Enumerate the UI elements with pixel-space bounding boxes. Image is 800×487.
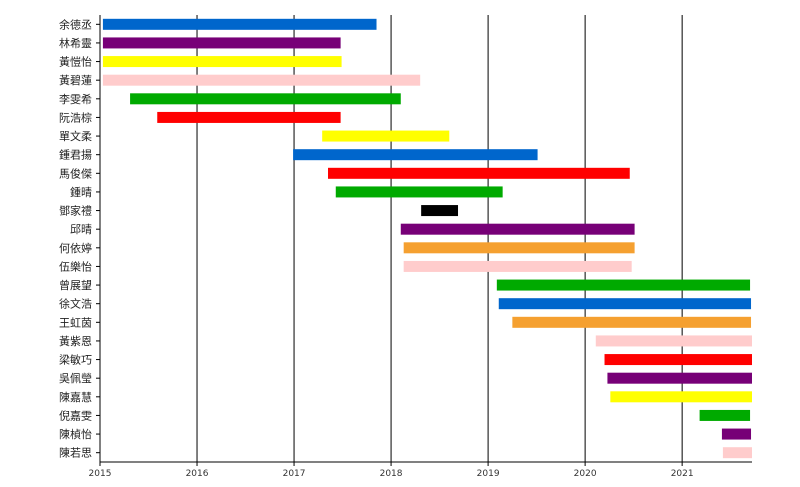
bar <box>421 205 459 217</box>
category-label: 單文柔 <box>59 129 92 143</box>
x-tick-label: 2018 <box>380 469 403 479</box>
category-label: 林希靈 <box>59 36 92 50</box>
bar <box>130 93 401 105</box>
category-label: 曾展望 <box>59 278 92 292</box>
bar <box>322 130 450 142</box>
bar <box>293 149 538 161</box>
bar <box>403 242 635 254</box>
bar <box>102 74 421 86</box>
category-label: 黃碧蓮 <box>59 73 92 87</box>
category-label: 鄧家禮 <box>59 204 92 218</box>
bar <box>610 391 752 403</box>
category-label: 伍樂怡 <box>59 259 92 273</box>
category-label: 徐文浩 <box>59 297 92 311</box>
bar <box>400 223 635 235</box>
bar <box>595 335 752 347</box>
grid-lines <box>196 15 683 462</box>
category-label: 鍾晴 <box>70 185 92 199</box>
x-tick-label: 2015 <box>89 469 112 479</box>
bar <box>335 186 503 198</box>
category-label: 王虹茵 <box>59 316 92 329</box>
bar <box>157 111 341 123</box>
bar <box>498 298 752 310</box>
category-label: 倪嘉雯 <box>59 408 92 422</box>
bar <box>607 372 752 384</box>
x-tick-label: 2021 <box>671 469 694 479</box>
category-label: 陳嘉慧 <box>59 390 92 404</box>
bar <box>496 279 751 291</box>
category-labels: 余德丞林希靈黃愷怡黃碧蓮李雯希阮浩棕單文柔鍾君揚馬俊傑鍾晴鄧家禮邱晴何依婷伍樂怡… <box>59 17 92 459</box>
category-label: 阮浩棕 <box>59 110 92 124</box>
category-label: 鍾君揚 <box>59 148 92 162</box>
bar <box>328 167 630 179</box>
category-label: 陳若思 <box>59 447 92 460</box>
category-label: 梁敏巧 <box>59 353 92 367</box>
bar <box>403 260 632 272</box>
bar <box>102 56 342 68</box>
bar <box>604 354 752 366</box>
bar <box>102 37 341 49</box>
x-tick-label: 2019 <box>477 469 500 479</box>
category-label: 黃愷怡 <box>59 55 92 69</box>
category-label: 黃紫恩 <box>59 335 92 348</box>
bar <box>102 18 377 30</box>
category-label: 邱晴 <box>70 223 92 236</box>
bars-group <box>102 18 752 459</box>
bar <box>699 409 751 421</box>
x-tick-label: 2020 <box>574 469 597 479</box>
category-label: 馬俊傑 <box>59 166 92 180</box>
x-tick-label: 2016 <box>186 469 209 479</box>
x-tick-labels: 2015 2016 2017 2018 2019 2020 2021 <box>89 469 694 479</box>
category-label: 何依婷 <box>59 241 92 255</box>
bar <box>512 316 752 328</box>
category-label: 吳佩瑩 <box>59 371 92 385</box>
category-label: 陳楨怡 <box>59 427 92 441</box>
category-label: 李雯希 <box>59 92 92 106</box>
category-label: 余德丞 <box>59 17 92 31</box>
x-tick-label: 2017 <box>283 469 306 479</box>
bar <box>722 447 752 459</box>
bar <box>721 428 752 440</box>
axes-group <box>96 15 752 466</box>
